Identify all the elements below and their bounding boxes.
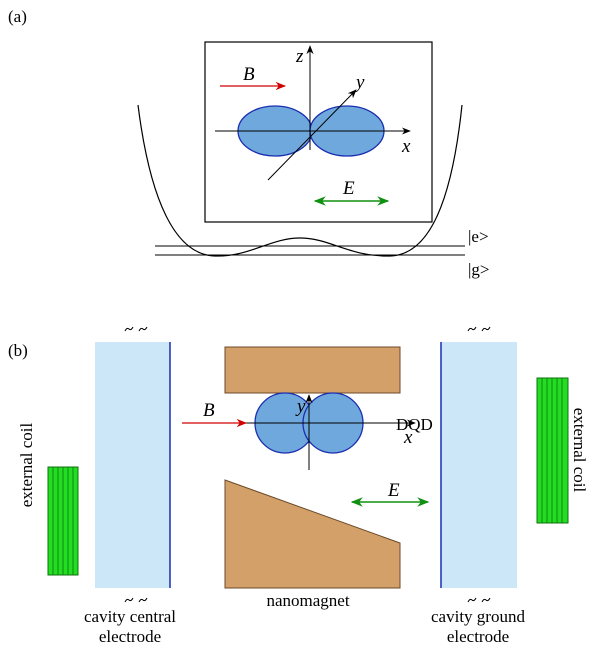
axis-label: x xyxy=(401,136,411,157)
panel-label: (b) xyxy=(8,341,28,360)
axis-label: x xyxy=(403,427,413,448)
y-axis xyxy=(267,89,357,181)
coil xyxy=(47,466,79,576)
coil-label: external coil xyxy=(570,408,589,493)
axis-label: z xyxy=(295,46,304,67)
axis-label: y xyxy=(354,72,365,93)
dqd-label: DQD xyxy=(396,415,433,434)
electrode-label: electrode xyxy=(99,627,161,646)
e-field-label: E xyxy=(342,178,355,199)
axis-label: y xyxy=(295,396,306,417)
break-marks xyxy=(124,326,491,603)
electrode xyxy=(95,342,170,588)
panel-b: (b) external coil external coil y x DQD … xyxy=(8,326,589,646)
b-field-label: B xyxy=(243,64,255,85)
panel-label: (a) xyxy=(8,7,27,26)
electrode-label: electrode xyxy=(447,627,509,646)
coil xyxy=(536,377,569,524)
b-field-label: B xyxy=(203,400,215,421)
panel-a: (a) |e> |g> z y x B E xyxy=(8,7,490,279)
potential-curve xyxy=(137,104,463,257)
coil-label: external coil xyxy=(17,422,36,507)
electrode-label: cavity central xyxy=(84,607,176,626)
electrode xyxy=(441,342,517,588)
nanomagnet-label: nanomagnet xyxy=(266,591,349,610)
level-label: |e> xyxy=(468,227,489,246)
e-field-label: E xyxy=(387,480,400,501)
electrode-label: cavity ground xyxy=(431,607,525,626)
nanomagnet xyxy=(224,346,401,394)
nanomagnet xyxy=(224,479,401,589)
level-label: |g> xyxy=(468,260,490,279)
